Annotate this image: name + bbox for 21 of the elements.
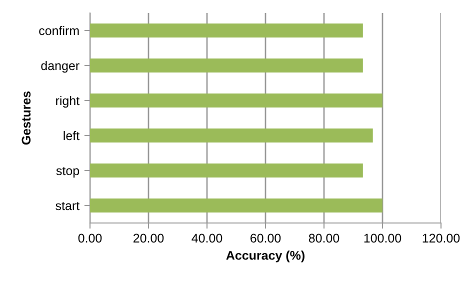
x-tick-label: 60.00 <box>250 234 281 243</box>
y-tick-label: start <box>56 202 80 210</box>
bar <box>90 94 382 108</box>
y-tick-label: right <box>56 96 80 108</box>
bar <box>90 128 373 142</box>
bar <box>90 24 363 38</box>
bar <box>90 58 363 72</box>
x-axis-title: Accuracy (%) <box>226 250 304 262</box>
x-tick-label: 40.00 <box>192 234 222 243</box>
y-tick-label: confirm <box>39 26 79 36</box>
x-tick-label: 100.00 <box>364 234 402 243</box>
bar <box>90 164 363 178</box>
bar <box>90 198 382 212</box>
x-tick-label: 20.00 <box>133 234 164 243</box>
y-tick-label: left <box>64 130 80 140</box>
x-tick-label: 80.00 <box>308 234 340 243</box>
x-tick-label: 0.00 <box>78 234 102 243</box>
x-tick-label: 120.00 <box>422 234 460 243</box>
y-tick-label: stop <box>56 166 80 178</box>
y-axis-title: Gestures <box>22 91 31 145</box>
y-tick-label: danger <box>41 60 80 73</box>
